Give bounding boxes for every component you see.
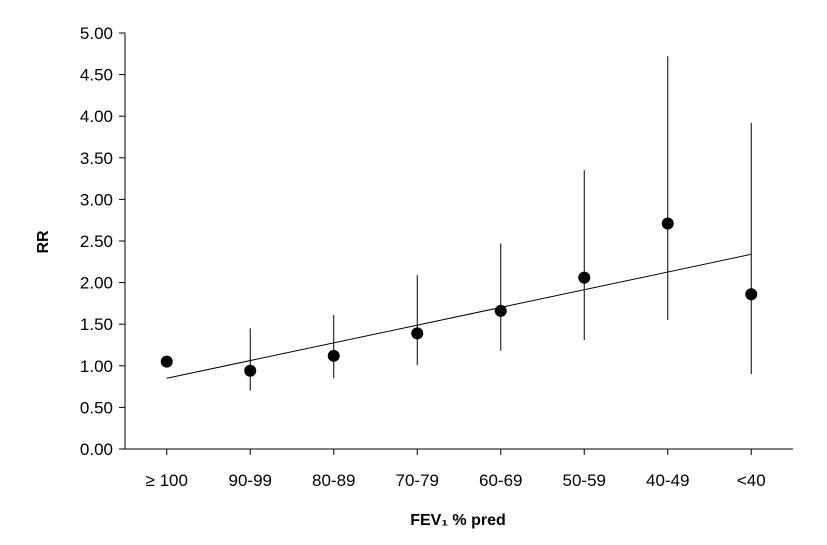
data-point — [661, 217, 674, 230]
data-point — [411, 327, 424, 340]
x-tick-label: 70-79 — [396, 471, 439, 490]
plot-area — [160, 56, 758, 391]
x-axis: ≥ 100 90-99 80-89 70-79 60-69 50-59 40-49 <40 — [125, 448, 793, 490]
y-tick-label: 3.50 — [80, 149, 113, 168]
y-tick-label: 0.50 — [80, 398, 113, 417]
data-point — [244, 364, 257, 377]
data-point — [494, 304, 507, 317]
y-tick-label: 4.00 — [80, 107, 113, 126]
y-tick-label: 2.00 — [80, 274, 113, 293]
y-tick-label: 3.00 — [80, 190, 113, 209]
x-tick-label: 50-59 — [563, 471, 606, 490]
y-tick-label: 5.00 — [80, 24, 113, 43]
x-axis-title: FEV₁ % pred — [410, 512, 506, 529]
y-tick-label: 1.50 — [80, 315, 113, 334]
x-tick-label: 40-49 — [646, 471, 689, 490]
y-tick-label: 0.00 — [80, 440, 113, 459]
x-tick-label: 60-69 — [479, 471, 522, 490]
x-tick-label: 80-89 — [312, 471, 355, 490]
trend-line — [166, 253, 752, 379]
x-tick-label: 90-99 — [229, 471, 272, 490]
x-tick-label: <40 — [737, 471, 766, 490]
data-point — [578, 271, 591, 284]
y-tick-label: 2.50 — [80, 232, 113, 251]
data-point — [160, 355, 173, 368]
y-tick-label: 1.00 — [80, 357, 113, 376]
x-tick-label: ≥ 100 — [146, 471, 188, 490]
y-axis-title: RR — [35, 230, 52, 254]
y-tick-label: 4.50 — [80, 66, 113, 85]
data-point — [327, 349, 340, 362]
y-axis: 0.00 0.50 1.00 1.50 2.00 2.50 3.00 3.50 4.00 4.50… — [80, 24, 126, 459]
data-point — [745, 288, 758, 301]
